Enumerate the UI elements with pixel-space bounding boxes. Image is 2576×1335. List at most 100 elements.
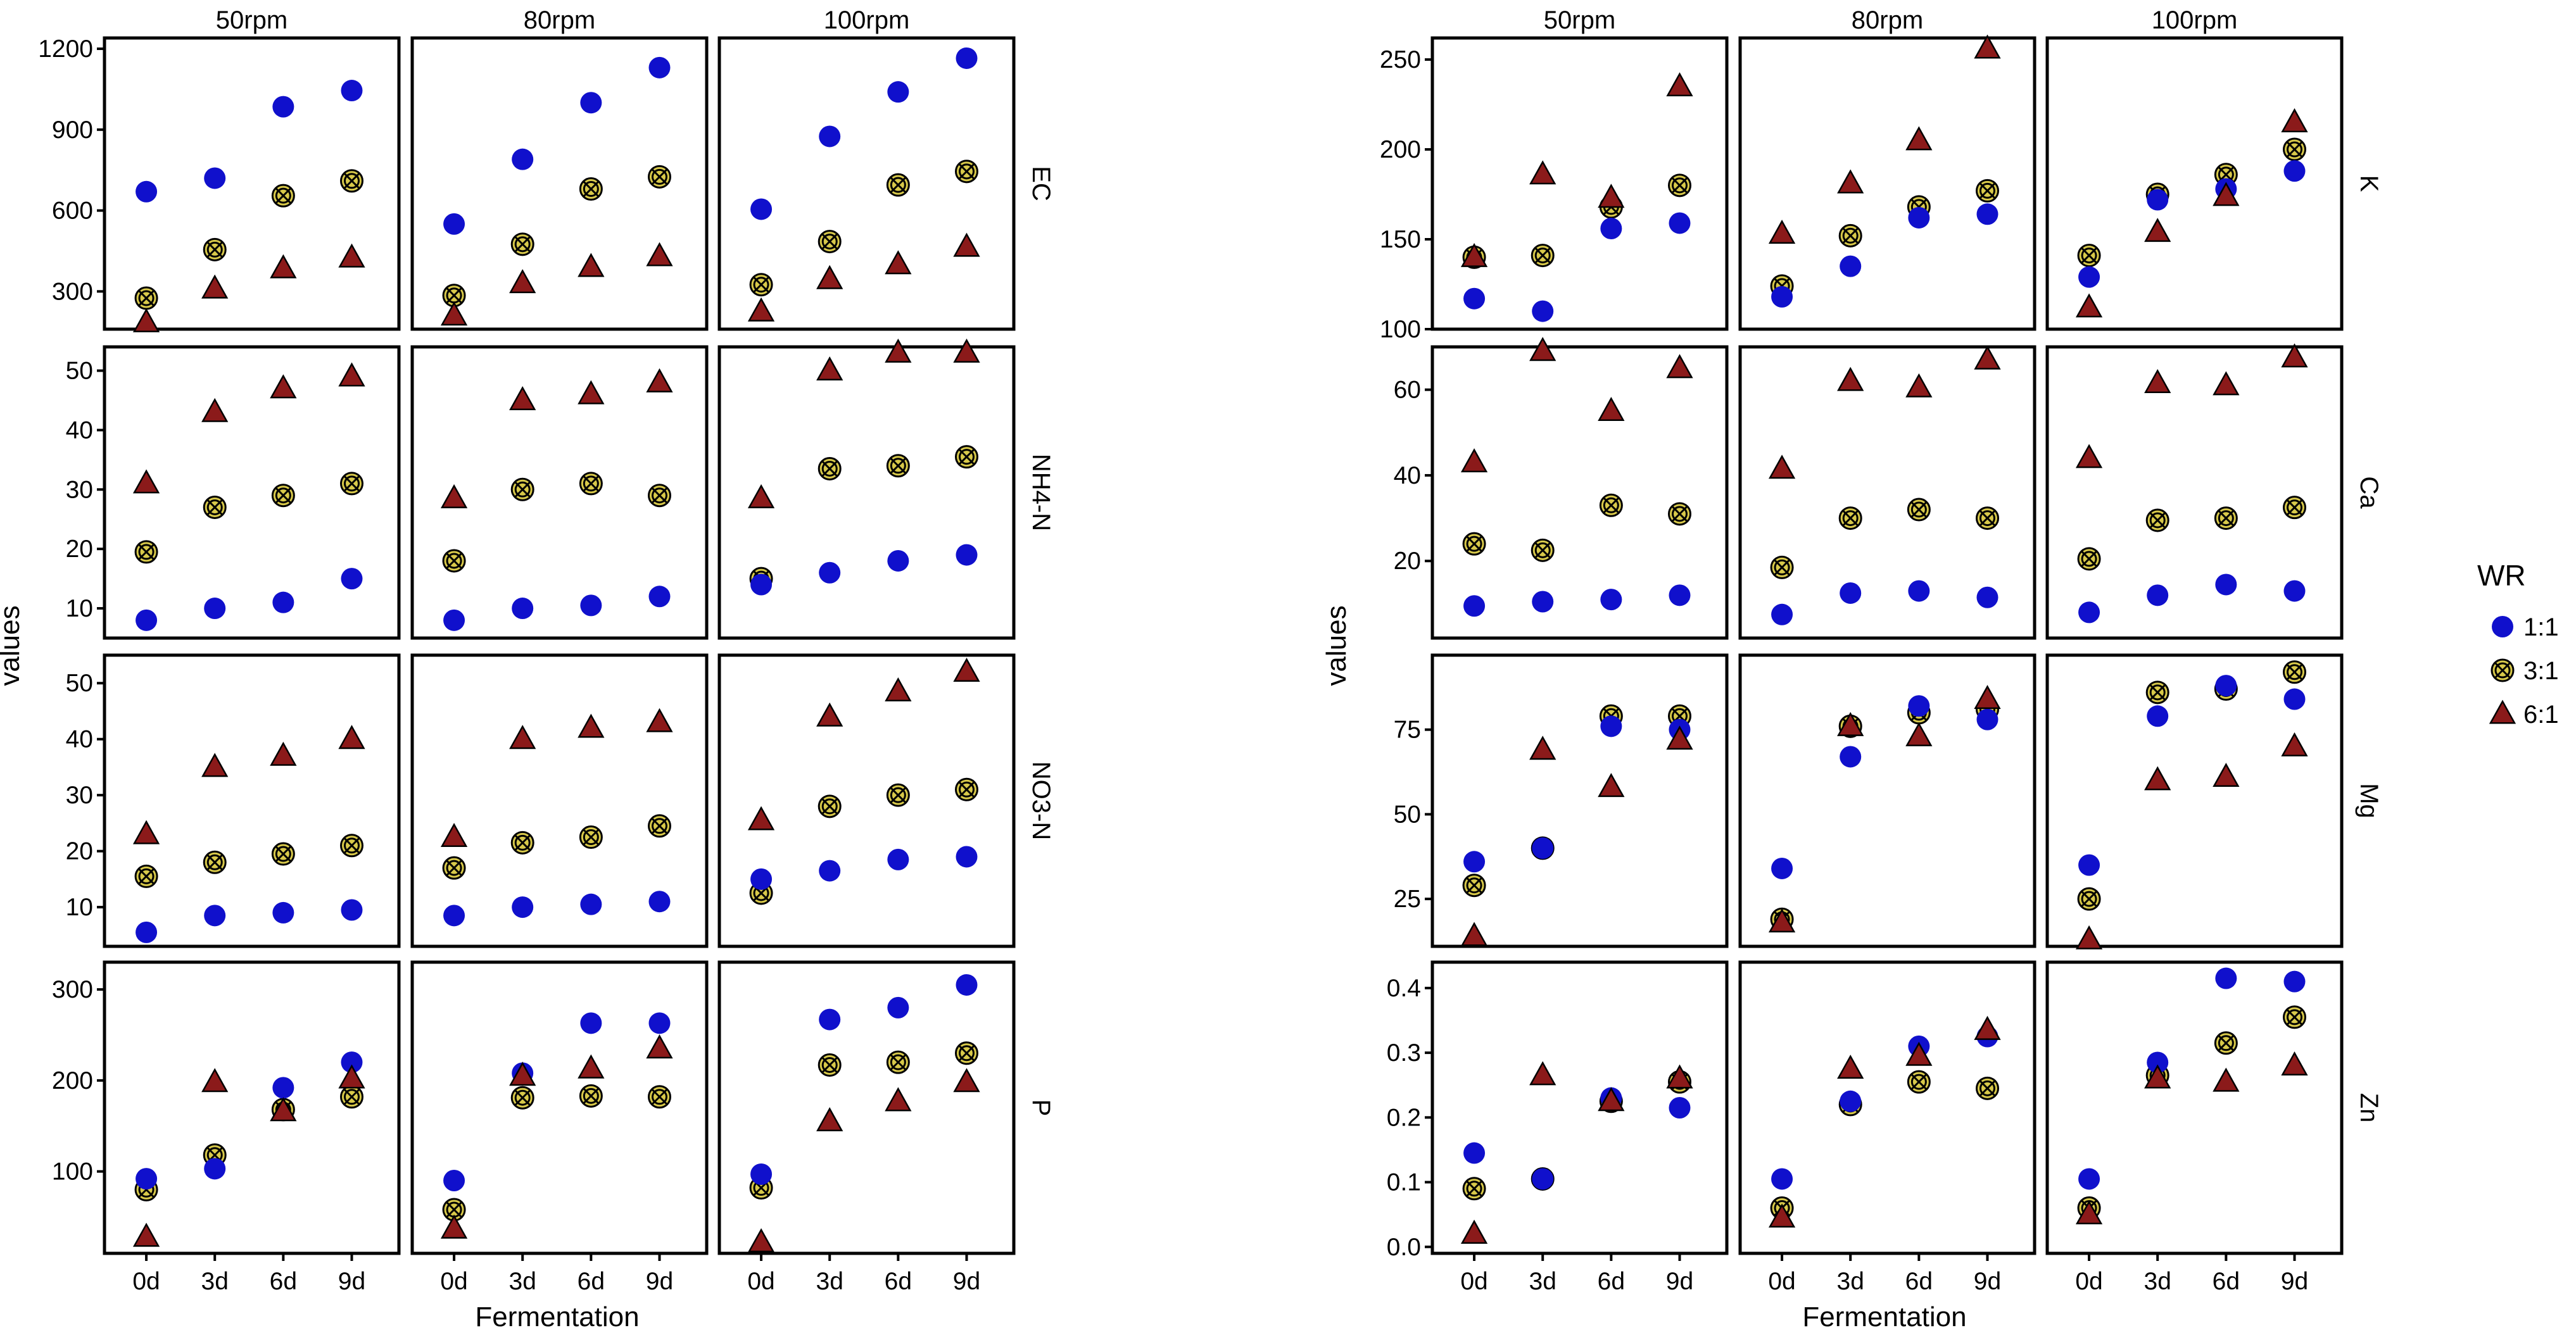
facet-panel — [2045, 343, 2344, 640]
data-point — [512, 148, 534, 170]
data-point — [509, 269, 536, 294]
data-point — [136, 609, 158, 631]
data-point — [341, 1051, 363, 1074]
data-point — [1838, 506, 1862, 530]
data-point — [203, 495, 227, 519]
data-point — [204, 905, 226, 927]
x-tick-label: 0d — [2075, 1268, 2102, 1295]
facet-panel — [1738, 960, 2036, 1255]
row-strip-label: NO3-N — [1027, 762, 1055, 840]
data-point — [578, 1054, 605, 1079]
data-point — [132, 469, 160, 494]
data-point — [1463, 1142, 1486, 1164]
data-point — [885, 250, 912, 275]
data-point — [647, 165, 671, 189]
data-point — [271, 484, 295, 508]
data-point — [132, 1222, 160, 1247]
data-point — [272, 96, 294, 118]
data-point — [1532, 1168, 1554, 1190]
data-point — [271, 842, 295, 866]
data-point — [442, 549, 466, 573]
data-point — [819, 1008, 841, 1031]
data-point — [953, 658, 980, 682]
legend-key — [2492, 616, 2513, 637]
y-tick-label: 0.2 — [1387, 1104, 1421, 1131]
facet-panel — [103, 345, 401, 640]
data-point — [2283, 688, 2306, 710]
data-point — [819, 860, 841, 882]
data-point — [1768, 219, 1796, 244]
data-point — [440, 1214, 468, 1239]
data-point — [750, 1163, 773, 1185]
facet-panel — [1430, 653, 1729, 948]
y-tick-label: 100 — [52, 1158, 93, 1186]
right-facet-grid: 50rpm 80rpm 100rpm K 100 150 200 250 Ca 20 40 60 Mg 2… — [1321, 6, 2383, 1332]
x-axis-title: Fermentation — [475, 1301, 639, 1332]
data-point — [1666, 1064, 1693, 1089]
x-tick-label: 9d — [338, 1268, 365, 1295]
data-point — [1666, 72, 1693, 97]
y-axis-title: values — [0, 605, 25, 686]
data-point — [1974, 34, 2001, 59]
data-point — [1974, 345, 2001, 370]
x-tick-label: 0d — [132, 1268, 160, 1295]
data-point — [646, 1034, 673, 1059]
data-point — [201, 398, 229, 422]
data-point — [338, 362, 365, 387]
data-point — [134, 286, 158, 310]
data-point — [648, 1012, 671, 1034]
data-point — [578, 713, 605, 738]
data-point — [338, 725, 365, 749]
data-point — [1976, 586, 1998, 608]
left-facet-grid: 50rpm 80rpm 100rpm EC 300 600 900 1200 NH4-N 10 20… — [0, 6, 1055, 1332]
column-strip-label: 100rpm — [824, 6, 910, 34]
data-point — [440, 822, 468, 847]
data-point — [440, 484, 468, 508]
data-point — [579, 825, 603, 849]
data-point — [443, 609, 465, 631]
data-point — [1908, 580, 1930, 602]
data-point — [1768, 1203, 1796, 1228]
x-tick-label: 3d — [816, 1268, 843, 1295]
y-tick-label: 20 — [1394, 548, 1421, 575]
data-point — [2077, 244, 2101, 268]
data-point — [646, 368, 673, 392]
data-point — [953, 338, 980, 363]
data-point — [2144, 368, 2171, 393]
data-point — [579, 177, 603, 201]
y-tick-label: 900 — [52, 116, 93, 144]
data-point — [1771, 857, 1793, 879]
row-strip-label: Zn — [2355, 1093, 2383, 1123]
facet-panel — [103, 36, 401, 332]
data-point — [750, 868, 773, 890]
facet-panel — [103, 653, 401, 948]
y-tick-label: 100 — [1380, 316, 1421, 343]
data-point — [579, 472, 603, 496]
data-point — [2282, 660, 2306, 684]
data-point — [2077, 887, 2101, 911]
x-tick-label: 9d — [646, 1268, 673, 1295]
data-point — [1667, 173, 1691, 197]
data-point — [510, 232, 534, 256]
y-tick-label: 30 — [66, 782, 93, 809]
data-point — [442, 1198, 466, 1222]
row-strip-label: P — [1027, 1100, 1055, 1117]
data-point — [2283, 970, 2306, 993]
data-point — [747, 484, 775, 508]
legend-key — [2491, 658, 2515, 682]
y-tick-label: 600 — [52, 197, 93, 225]
data-point — [2077, 547, 2101, 571]
data-point — [1768, 908, 1796, 933]
data-point — [339, 169, 363, 193]
legend-title: WR — [2477, 559, 2526, 592]
data-point — [339, 1085, 363, 1109]
data-point — [1598, 773, 1625, 798]
facet-panel — [1738, 653, 2036, 948]
data-point — [578, 380, 605, 404]
data-point — [1463, 851, 1486, 873]
x-tick-label: 0d — [1768, 1268, 1795, 1295]
data-point — [2281, 108, 2308, 132]
data-point — [1600, 217, 1622, 239]
data-point — [1840, 582, 1862, 604]
data-point — [341, 568, 363, 590]
